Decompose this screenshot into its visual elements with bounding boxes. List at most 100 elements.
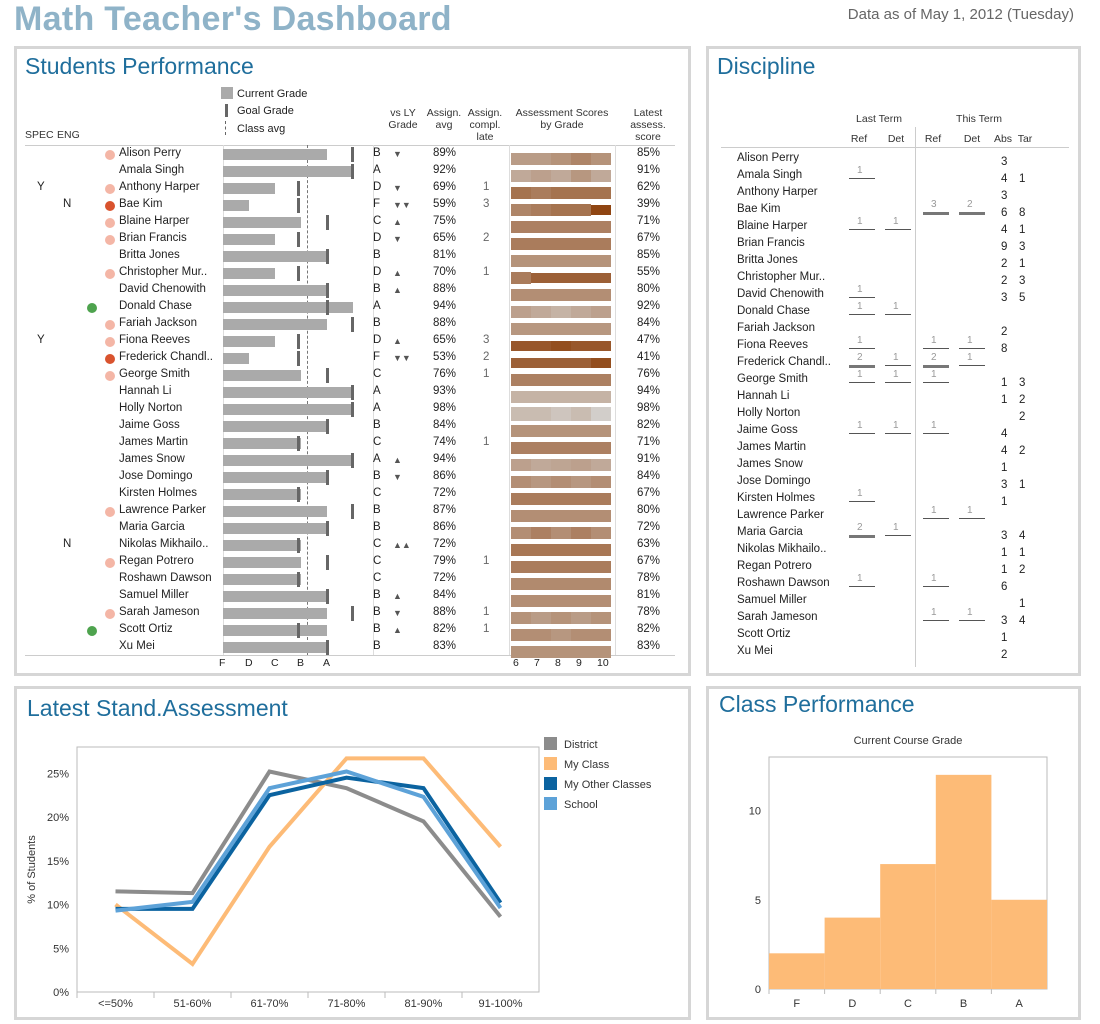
discipline-row[interactable]: Brian Francis 9 3	[709, 236, 1079, 253]
student-row[interactable]: Brian Francis D ▼ 65% 2 67%	[17, 231, 677, 250]
student-row[interactable]: Y Fiona Reeves D ▲ 65% 3 47%	[17, 333, 677, 352]
series-line-district[interactable]	[115, 769, 503, 919]
student-name[interactable]: Holly Norton	[119, 402, 183, 414]
discipline-row[interactable]: James Martin 4 2	[709, 440, 1079, 457]
student-name[interactable]: Alison Perry	[737, 152, 799, 164]
student-name[interactable]: Donald Chase	[737, 305, 810, 317]
student-name[interactable]: Fiona Reeves	[737, 339, 808, 351]
discipline-row[interactable]: Christopher Mur.. 2 3	[709, 270, 1079, 287]
student-name[interactable]: Blaine Harper	[737, 220, 808, 232]
discipline-row[interactable]: Xu Mei 2	[709, 644, 1079, 661]
grade-bar[interactable]	[769, 953, 825, 989]
student-row[interactable]: Maria Garcia B 86% 72%	[17, 520, 677, 539]
student-name[interactable]: Blaine Harper	[119, 215, 190, 227]
student-name[interactable]: Alison Perry	[119, 147, 181, 159]
student-name[interactable]: George Smith	[119, 368, 190, 380]
discipline-row[interactable]: George Smith 1 1 1 1 3	[709, 369, 1079, 389]
student-name[interactable]: Donald Chase	[119, 300, 192, 312]
student-name[interactable]: Bae Kim	[119, 198, 163, 210]
discipline-row[interactable]: Holly Norton 2	[709, 406, 1079, 423]
student-name[interactable]: Lawrence Parker	[119, 504, 206, 516]
discipline-row[interactable]: Jose Domingo 3 1	[709, 474, 1079, 491]
student-row[interactable]: Holly Norton A 98% 98%	[17, 401, 677, 421]
student-name[interactable]: Brian Francis	[737, 237, 805, 249]
grade-bar[interactable]	[880, 864, 936, 989]
student-row[interactable]: N Bae Kim F ▼▼ 59% 3 39%	[17, 197, 677, 216]
discipline-row[interactable]: Fiona Reeves 1 1 1 8	[709, 335, 1079, 355]
student-name[interactable]: Samuel Miller	[119, 589, 189, 601]
student-name[interactable]: Kirsten Holmes	[119, 487, 197, 499]
student-name[interactable]: Fiona Reeves	[119, 334, 190, 346]
student-name[interactable]: Nikolas Mikhailo..	[737, 543, 827, 555]
student-name[interactable]: Sarah Jameson	[737, 611, 818, 623]
discipline-row[interactable]: Blaine Harper 1 1 4 1	[709, 216, 1079, 236]
student-row[interactable]: Roshawn Dawson C 72% 78%	[17, 571, 677, 590]
student-name[interactable]: Fariah Jackson	[119, 317, 197, 329]
student-name[interactable]: Roshawn Dawson	[737, 577, 830, 589]
series-line-my-other-classes[interactable]	[115, 775, 503, 911]
student-row[interactable]: Y Anthony Harper D ▼ 69% 1 62%	[17, 180, 677, 199]
student-name[interactable]: Samuel Miller	[737, 594, 807, 606]
discipline-row[interactable]: Britta Jones 2 1	[709, 253, 1079, 270]
student-name[interactable]: James Martin	[737, 441, 807, 453]
student-name[interactable]: Fariah Jackson	[737, 322, 815, 334]
student-row[interactable]: Jaime Goss B 84% 82%	[17, 418, 677, 437]
student-name[interactable]: Xu Mei	[119, 640, 155, 652]
student-name[interactable]: James Martin	[119, 436, 189, 448]
discipline-row[interactable]: Nikolas Mikhailo.. 1 1	[709, 542, 1079, 559]
student-name[interactable]: George Smith	[737, 373, 808, 385]
student-name[interactable]: James Snow	[119, 453, 185, 465]
legend-label[interactable]: District	[564, 739, 598, 751]
student-name[interactable]: Amala Singh	[119, 164, 185, 176]
student-name[interactable]: Maria Garcia	[119, 521, 185, 533]
student-name[interactable]: Britta Jones	[119, 249, 180, 261]
student-name[interactable]: James Snow	[737, 458, 803, 470]
student-name[interactable]: Britta Jones	[737, 254, 798, 266]
student-name[interactable]: Scott Ortiz	[737, 628, 791, 640]
student-name[interactable]: Xu Mei	[737, 645, 773, 657]
discipline-row[interactable]: Kirsten Holmes 1 1	[709, 488, 1079, 508]
student-row[interactable]: Regan Potrero C 79% 1 67%	[17, 554, 677, 573]
student-name[interactable]: Regan Potrero	[737, 560, 812, 572]
student-row[interactable]: Samuel Miller B ▲ 84% 81%	[17, 588, 677, 607]
student-name[interactable]: Christopher Mur..	[737, 271, 826, 283]
student-name[interactable]: Sarah Jameson	[119, 606, 200, 618]
student-row[interactable]: Jose Domingo B ▼ 86% 84%	[17, 469, 677, 489]
student-name[interactable]: Maria Garcia	[737, 526, 803, 538]
student-row[interactable]: Alison Perry B ▼ 89% 85%	[17, 146, 677, 166]
student-row[interactable]: N Nikolas Mikhailo.. C ▲▲ 72% 63%	[17, 537, 677, 556]
student-row[interactable]: Fariah Jackson B 88% 84%	[17, 316, 677, 336]
student-row[interactable]: Frederick Chandl.. F ▼▼ 53% 2 41%	[17, 350, 677, 369]
student-row[interactable]: Kirsten Holmes C 72% 67%	[17, 486, 677, 505]
student-name[interactable]: Brian Francis	[119, 232, 187, 244]
student-name[interactable]: Jose Domingo	[119, 470, 193, 482]
student-row[interactable]: David Chenowith B ▲ 88% 80%	[17, 282, 677, 301]
discipline-row[interactable]: James Snow 1	[709, 457, 1079, 474]
student-row[interactable]: Britta Jones B 81% 85%	[17, 248, 677, 267]
discipline-row[interactable]: David Chenowith 1 3 5	[709, 284, 1079, 304]
discipline-row[interactable]: Bae Kim 3 2 6 8	[709, 199, 1079, 219]
student-row[interactable]: Blaine Harper C ▲ 75% 71%	[17, 214, 677, 233]
series-line-school[interactable]	[115, 769, 503, 913]
student-name[interactable]: Anthony Harper	[737, 186, 818, 198]
student-name[interactable]: Lawrence Parker	[737, 509, 824, 521]
discipline-row[interactable]: Hannah Li 1 2	[709, 389, 1079, 406]
student-name[interactable]: Anthony Harper	[119, 181, 200, 193]
student-name[interactable]: Roshawn Dawson	[119, 572, 212, 584]
discipline-row[interactable]: Anthony Harper 3	[709, 185, 1079, 202]
discipline-row[interactable]: Scott Ortiz 1	[709, 627, 1079, 644]
student-name[interactable]: Bae Kim	[737, 203, 781, 215]
student-name[interactable]: Frederick Chandl..	[737, 356, 831, 368]
student-name[interactable]: Jose Domingo	[737, 475, 811, 487]
legend-label[interactable]: School	[564, 799, 598, 811]
student-row[interactable]: George Smith C 76% 1 76%	[17, 367, 677, 386]
grade-bar[interactable]	[991, 899, 1047, 989]
student-row[interactable]: Scott Ortiz B ▲ 82% 1 82%	[17, 622, 677, 642]
discipline-row[interactable]: Fariah Jackson 2	[709, 321, 1079, 338]
grade-bar[interactable]	[935, 774, 992, 989]
student-name[interactable]: Regan Potrero	[119, 555, 194, 567]
discipline-row[interactable]: Regan Potrero 1 2	[709, 559, 1079, 576]
student-name[interactable]: Scott Ortiz	[119, 623, 173, 635]
student-name[interactable]: Jaime Goss	[119, 419, 180, 431]
student-row[interactable]: Sarah Jameson B ▼ 88% 1 78%	[17, 605, 677, 625]
